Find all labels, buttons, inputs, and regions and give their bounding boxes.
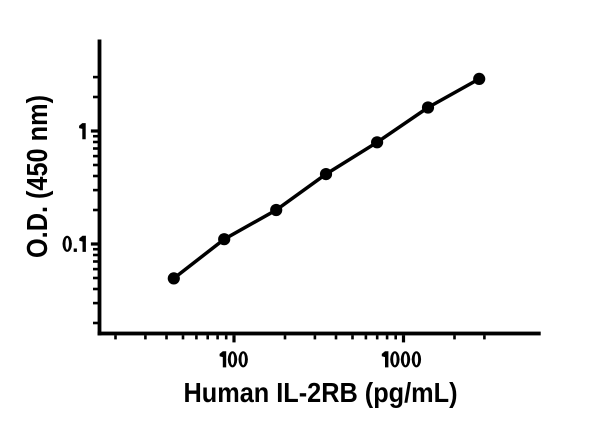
- svg-text:Human IL-2RB (pg/mL): Human IL-2RB (pg/mL): [184, 377, 458, 408]
- svg-text:O.D. (450 nm): O.D. (450 nm): [22, 95, 54, 258]
